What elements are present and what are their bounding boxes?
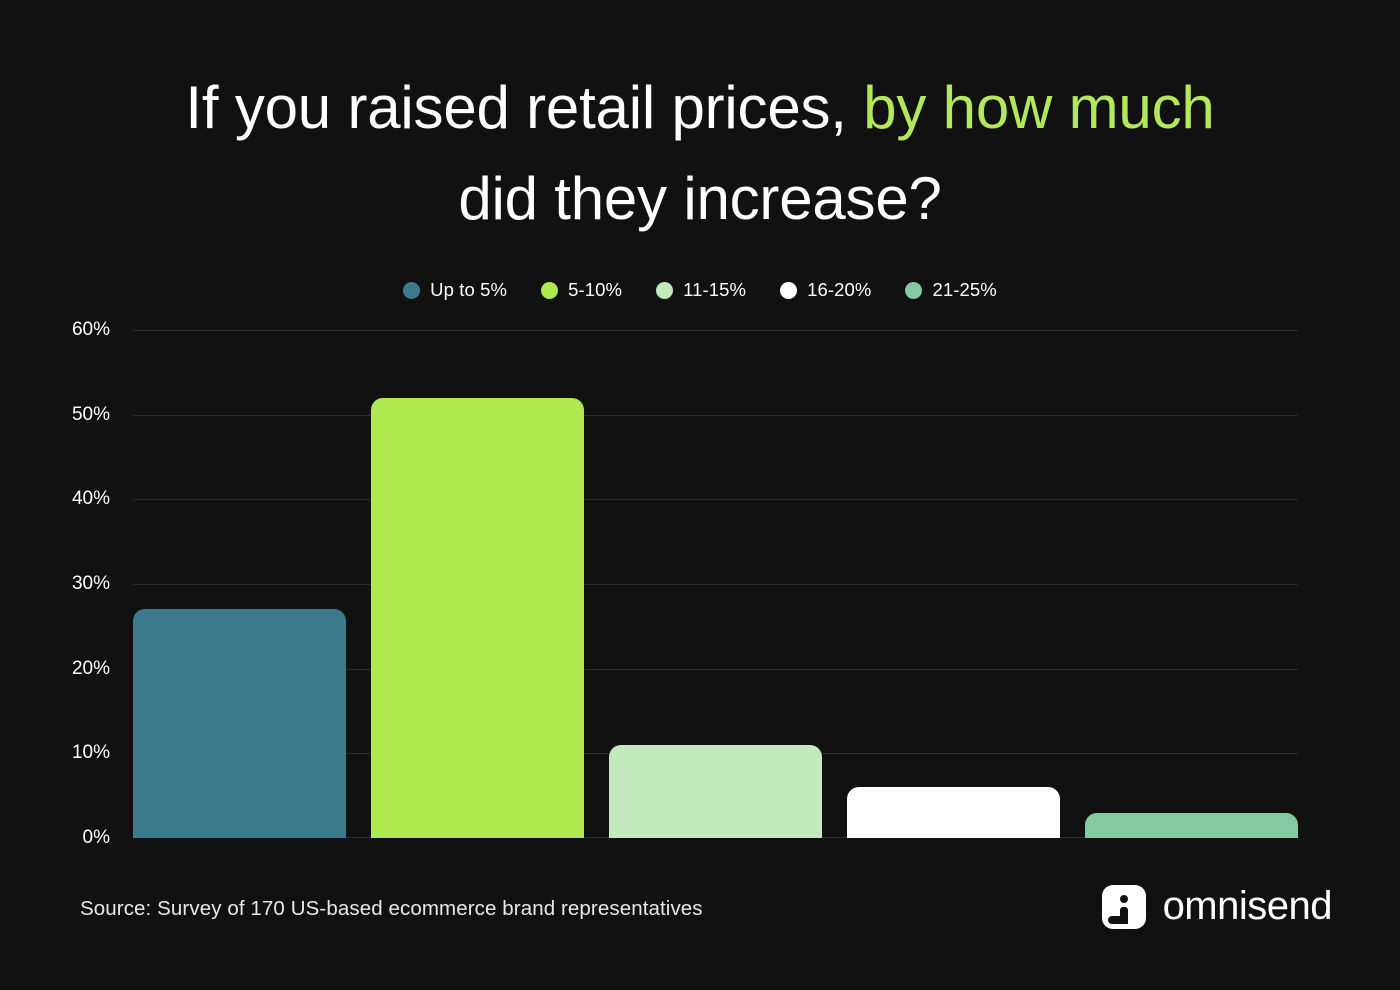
legend-label: Up to 5% — [430, 279, 508, 300]
y-axis-tick-label: 10% — [71, 742, 110, 764]
y-axis-labels: 0% 10% 20% 30% 40% 50% 60% — [0, 319, 120, 848]
logo-stem-shape — [1119, 906, 1128, 924]
legend-label: 21-25% — [932, 279, 997, 300]
gridline — [133, 499, 1298, 501]
y-axis-tick-label: 0% — [82, 827, 110, 848]
gridline — [133, 330, 1298, 331]
legend-swatch-icon — [541, 281, 559, 299]
legend-swatch-icon — [403, 281, 421, 299]
gridline — [133, 414, 1298, 416]
logo-foot-shape — [1107, 915, 1123, 924]
bar-16-20[interactable] — [847, 787, 1060, 838]
legend-item-3[interactable]: 16-20% — [780, 279, 871, 301]
y-axis-tick-label: 60% — [71, 319, 110, 340]
chart-legend: Up to 5% 5-10% 11-15% 16-20% 21-25% — [0, 279, 1400, 301]
legend-item-2[interactable]: 11-15% — [656, 279, 746, 301]
gridline — [133, 668, 1298, 670]
omnisend-mark-icon — [1101, 884, 1146, 929]
legend-label: 16-20% — [807, 279, 872, 300]
logo-dot-shape — [1119, 894, 1128, 903]
legend-swatch-icon — [656, 281, 674, 299]
chart-title: If you raised retail prices, by how much… — [150, 62, 1250, 244]
legend-swatch-icon — [905, 281, 923, 299]
y-axis-tick-label: 30% — [71, 573, 110, 594]
gridline — [133, 584, 1298, 585]
omnisend-wordmark: omnisend — [1162, 884, 1333, 928]
bar-5-10[interactable] — [371, 397, 584, 838]
bar-up-to-5[interactable] — [133, 609, 346, 838]
title-highlight-1: by how — [846, 74, 1053, 141]
y-axis-tick-label: 20% — [71, 657, 110, 679]
legend-label: 11-15% — [683, 279, 747, 300]
legend-item-1[interactable]: 5-10% — [541, 279, 622, 301]
y-axis-tick-label: 40% — [71, 488, 110, 510]
chart-title-text: If you raised retail prices, by how much… — [150, 62, 1250, 244]
title-part-1: If you raised retail prices, — [185, 74, 847, 141]
omnisend-logo: omnisend — [1101, 884, 1333, 929]
legend-label: 5-10% — [568, 279, 623, 300]
legend-swatch-icon — [780, 281, 798, 299]
bar-series — [133, 330, 1298, 838]
legend-item-0[interactable]: Up to 5% — [403, 279, 507, 301]
y-axis-tick-label: 50% — [71, 403, 110, 425]
source-note: Source: Survey of 170 US-based ecommerce… — [80, 897, 703, 920]
title-highlight-2: much — [1068, 74, 1215, 141]
title-part-2: did they increase? — [458, 165, 942, 233]
legend-item-4[interactable]: 21-25% — [905, 279, 997, 301]
bar-11-15[interactable] — [609, 744, 822, 838]
bar-21-25[interactable] — [1085, 812, 1298, 838]
